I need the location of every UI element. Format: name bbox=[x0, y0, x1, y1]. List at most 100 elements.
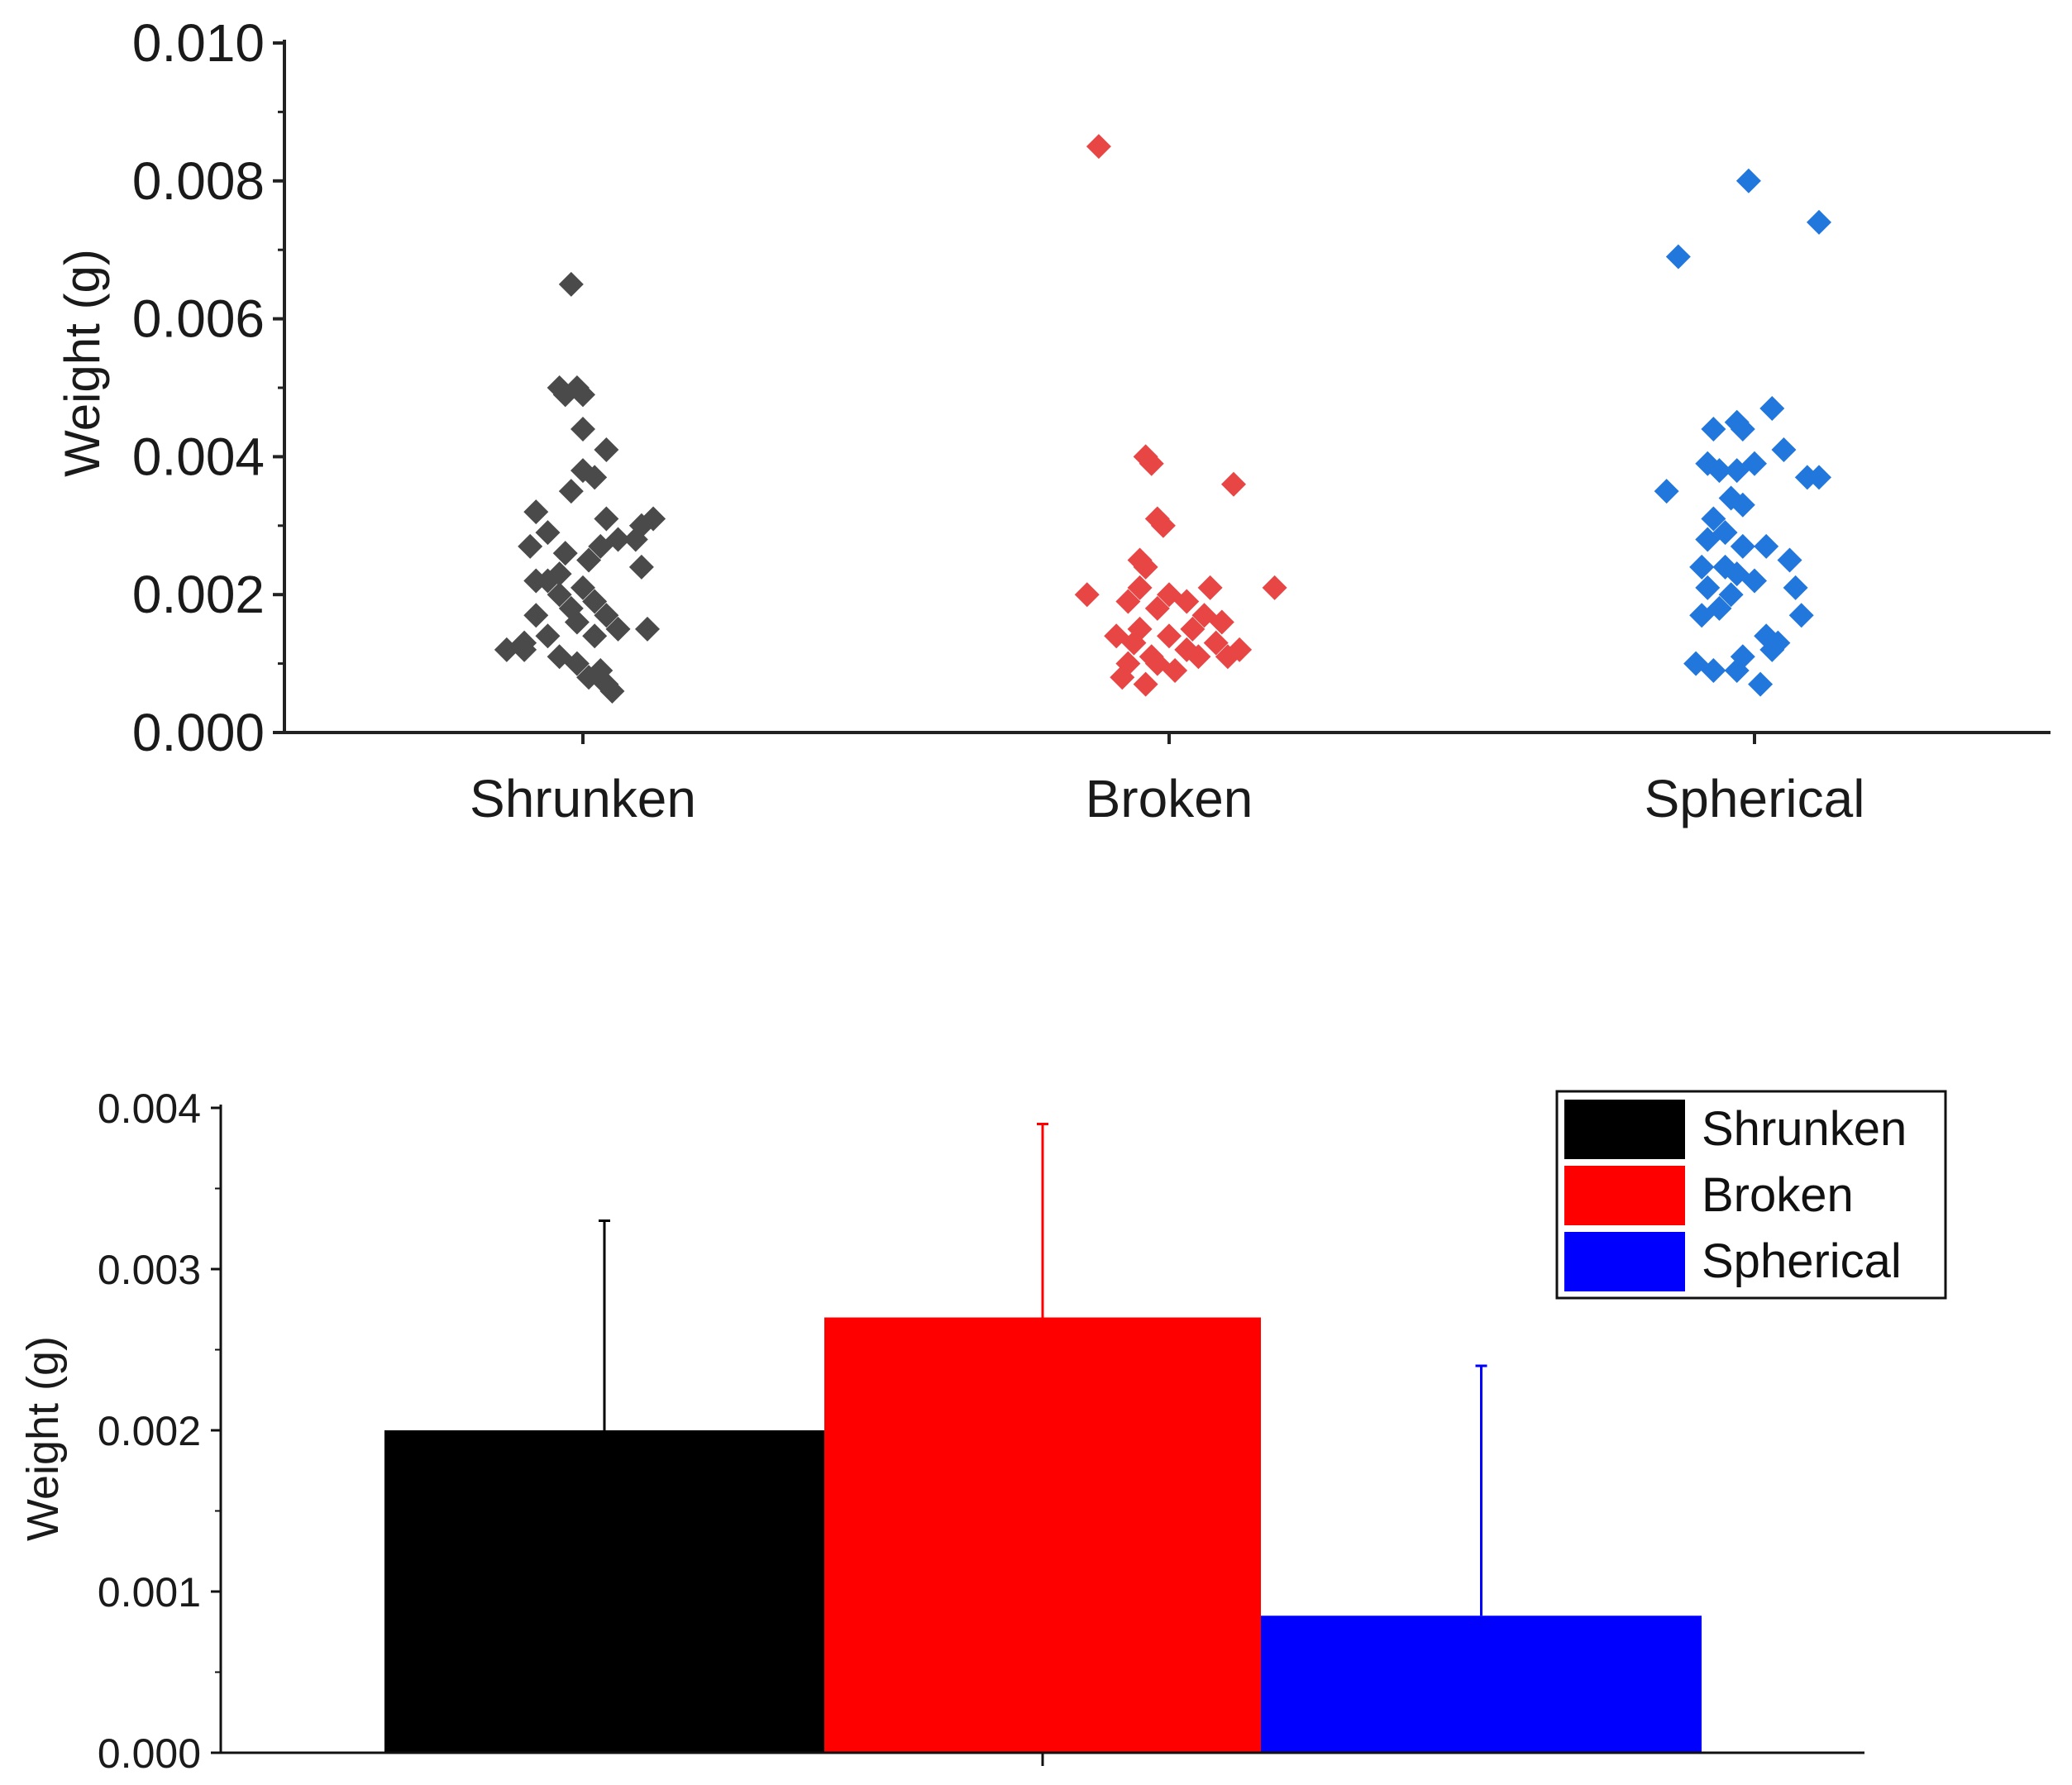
scatter-point bbox=[1262, 575, 1287, 600]
scatter-point bbox=[1742, 451, 1767, 476]
scatter-point bbox=[1133, 671, 1158, 697]
scatter-point bbox=[1718, 582, 1744, 608]
scatter-point bbox=[628, 554, 654, 580]
scatter-point bbox=[523, 499, 549, 525]
series-shrunken bbox=[494, 271, 666, 704]
scatter-point bbox=[594, 437, 619, 463]
legend-swatch bbox=[1564, 1166, 1685, 1225]
scatter-point bbox=[582, 589, 608, 614]
scatter-point bbox=[1115, 589, 1141, 614]
scatter-point bbox=[571, 382, 595, 408]
scatter-point bbox=[582, 623, 608, 649]
bar-group-broken bbox=[824, 1123, 1261, 1753]
scatter-point bbox=[1133, 554, 1158, 580]
scatter-point bbox=[535, 520, 561, 546]
scatter-point bbox=[1806, 209, 1831, 235]
scatter-point bbox=[1127, 575, 1153, 600]
scatter-point bbox=[535, 623, 561, 649]
scatter-point bbox=[558, 479, 584, 504]
scatter-point bbox=[1701, 657, 1726, 683]
scatter-points bbox=[494, 134, 1831, 704]
bar-y-tick-label: 0.004 bbox=[98, 1086, 201, 1132]
bar bbox=[1261, 1616, 1702, 1753]
scatter-point bbox=[494, 637, 519, 662]
scatter-y-tick-label: 0.000 bbox=[132, 703, 265, 762]
scatter-x-tick-label: Spherical bbox=[1645, 769, 1865, 828]
scatter-point bbox=[1197, 575, 1223, 600]
scatter-point bbox=[1180, 616, 1205, 642]
bar-y-tick-label: 0.002 bbox=[98, 1408, 201, 1454]
scatter-point bbox=[1759, 637, 1785, 662]
scatter-point bbox=[1777, 547, 1802, 573]
scatter-point bbox=[1157, 623, 1182, 649]
scatter-point bbox=[1748, 671, 1774, 697]
scatter-x-tick-label: Shrunken bbox=[470, 769, 696, 828]
bar-y-tick-label: 0.003 bbox=[98, 1247, 201, 1293]
scatter-point bbox=[599, 678, 625, 704]
bar-y-tick-label: 0.000 bbox=[98, 1730, 201, 1777]
bar-chart: 0.000 0.001 0.002 0.003 0.004 Weight (g) Shr… bbox=[18, 1086, 1947, 1777]
scatter-point bbox=[1121, 630, 1147, 656]
legend-swatch bbox=[1564, 1232, 1685, 1291]
scatter-point bbox=[1215, 644, 1240, 670]
scatter-point bbox=[1754, 533, 1779, 559]
scatter-point bbox=[1689, 554, 1715, 580]
scatter-point bbox=[1086, 134, 1111, 160]
scatter-point bbox=[1742, 568, 1767, 594]
scatter-point bbox=[1074, 582, 1100, 608]
scatter-point bbox=[1689, 603, 1715, 628]
scatter-point bbox=[1730, 417, 1755, 442]
legend: Shrunken Broken Spherical bbox=[1555, 1090, 1947, 1300]
scatter-point bbox=[1730, 533, 1755, 559]
bar-axes: 0.000 0.001 0.002 0.003 0.004 bbox=[98, 1086, 1864, 1777]
bar-group-shrunken bbox=[384, 1219, 824, 1753]
scatter-point bbox=[1665, 244, 1691, 270]
scatter-point bbox=[582, 465, 608, 490]
scatter-y-tick-label: 0.010 bbox=[132, 13, 265, 73]
scatter-point bbox=[1707, 458, 1732, 484]
scatter-point bbox=[1186, 644, 1211, 670]
scatter-y-tick-label: 0.008 bbox=[132, 151, 265, 211]
scatter-point bbox=[1139, 451, 1164, 476]
scatter-point bbox=[1695, 575, 1721, 600]
scatter-point bbox=[1701, 417, 1726, 442]
scatter-point bbox=[564, 651, 590, 676]
scatter-point bbox=[1788, 603, 1814, 628]
legend-swatch bbox=[1564, 1100, 1685, 1159]
scatter-point bbox=[512, 637, 537, 662]
scatter-point bbox=[594, 506, 619, 532]
scatter-point bbox=[1783, 575, 1808, 600]
scatter-point bbox=[1724, 657, 1750, 683]
scatter-point bbox=[634, 616, 660, 642]
bar-y-axis-title: Weight (g) bbox=[18, 1336, 68, 1541]
series-spherical bbox=[1654, 168, 1831, 697]
scatter-point bbox=[623, 527, 648, 552]
scatter-point bbox=[564, 609, 590, 635]
scatter-point bbox=[1174, 589, 1200, 614]
legend-label: Broken bbox=[1702, 1168, 1854, 1222]
scatter-point bbox=[1701, 506, 1726, 532]
scatter-point bbox=[594, 603, 619, 628]
bar-marks bbox=[384, 1123, 1702, 1753]
series-broken bbox=[1074, 134, 1287, 697]
scatter-point bbox=[558, 271, 584, 297]
scatter-y-axis-title: Weight (g) bbox=[55, 249, 110, 477]
scatter-point bbox=[588, 533, 613, 559]
scatter-y-tick-label: 0.002 bbox=[132, 565, 265, 624]
scatter-point bbox=[523, 603, 549, 628]
scatter-point bbox=[1806, 465, 1831, 490]
scatter-point bbox=[1771, 437, 1797, 463]
scatter-point bbox=[1144, 595, 1170, 621]
bar-group-spherical bbox=[1261, 1364, 1702, 1753]
scatter-point bbox=[1730, 492, 1755, 518]
legend-label: Shrunken bbox=[1702, 1102, 1907, 1156]
scatter-y-tick-label: 0.004 bbox=[132, 427, 265, 486]
scatter-point bbox=[1735, 168, 1761, 193]
scatter-point bbox=[1654, 479, 1679, 504]
scatter-point bbox=[1220, 471, 1246, 497]
bar-y-tick-label: 0.001 bbox=[98, 1569, 201, 1616]
scatter-point bbox=[571, 575, 595, 600]
scatter-point bbox=[552, 541, 578, 566]
scatter-point bbox=[1163, 657, 1188, 683]
